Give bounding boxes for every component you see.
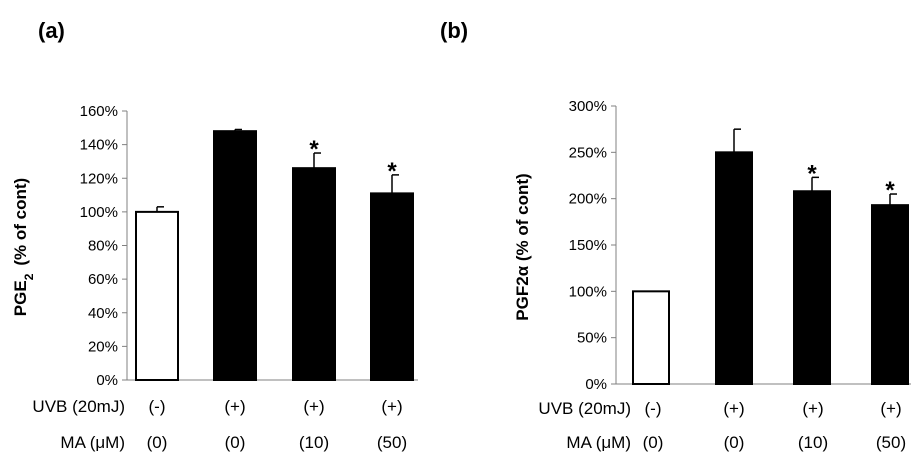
y-axis-title: PGF2α (% of cont)	[513, 173, 532, 320]
condition-value: (50)	[876, 433, 906, 452]
bar	[871, 204, 909, 385]
y-tick-label: 0%	[585, 376, 607, 393]
bar	[370, 192, 414, 381]
condition-value: (+)	[224, 397, 245, 416]
y-tick-label: 200%	[569, 191, 607, 208]
y-tick-label: 80%	[88, 238, 118, 255]
condition-value: (0)	[643, 433, 664, 452]
y-tick-label: 0%	[96, 372, 118, 389]
significance-star: *	[387, 158, 397, 185]
condition-value: (+)	[303, 397, 324, 416]
bar	[793, 190, 831, 385]
condition-value: (+)	[802, 399, 823, 418]
condition-value: (+)	[880, 399, 901, 418]
condition-value: (0)	[724, 433, 745, 452]
y-tick-label: 120%	[80, 170, 118, 187]
condition-value: (0)	[225, 433, 246, 452]
significance-star: *	[807, 160, 817, 187]
condition-row-label: UVB (20mJ)	[32, 397, 125, 416]
bar	[292, 167, 336, 381]
bar	[213, 130, 257, 381]
bar	[632, 290, 670, 386]
condition-row-label: MA (μM)	[60, 433, 125, 452]
y-tick-label: 300%	[569, 98, 607, 115]
condition-value: (50)	[377, 433, 407, 452]
bar	[135, 210, 179, 381]
y-axis-title: PGE2(% of cont)	[11, 178, 36, 316]
condition-value: (-)	[645, 399, 662, 418]
significance-star: *	[309, 136, 319, 163]
panel-a-chart: (a) 0% 20% 40% 60% 80% 100% 120% 140% 160% PGE2(% …	[11, 18, 418, 452]
y-tick-label: 140%	[80, 137, 118, 154]
condition-value: (10)	[798, 433, 828, 452]
condition-value: (+)	[723, 399, 744, 418]
y-tick-label: 100%	[80, 204, 118, 221]
significance-star: *	[885, 177, 895, 204]
condition-value: (10)	[299, 433, 329, 452]
y-tick-label: 250%	[569, 144, 607, 161]
y-tick-label: 20%	[88, 338, 118, 355]
bar	[715, 151, 753, 385]
y-tick-label: 50%	[577, 330, 607, 347]
panel-label: (a)	[38, 18, 65, 43]
condition-value: (0)	[147, 433, 168, 452]
condition-row-label: MA (μM)	[566, 433, 631, 452]
y-tick-label: 150%	[569, 237, 607, 254]
panel-label: (b)	[440, 18, 468, 43]
y-tick-label: 100%	[569, 283, 607, 300]
condition-row-label: UVB (20mJ)	[538, 399, 631, 418]
condition-value: (+)	[381, 397, 402, 416]
y-tick-label: 60%	[88, 271, 118, 288]
y-tick-label: 160%	[80, 103, 118, 120]
condition-value: (-)	[149, 397, 166, 416]
panel-b-chart: (b) 0% 50% 100% 150% 200% 250% 300% PGF2α (% of …	[440, 18, 911, 452]
y-tick-label: 40%	[88, 305, 118, 322]
